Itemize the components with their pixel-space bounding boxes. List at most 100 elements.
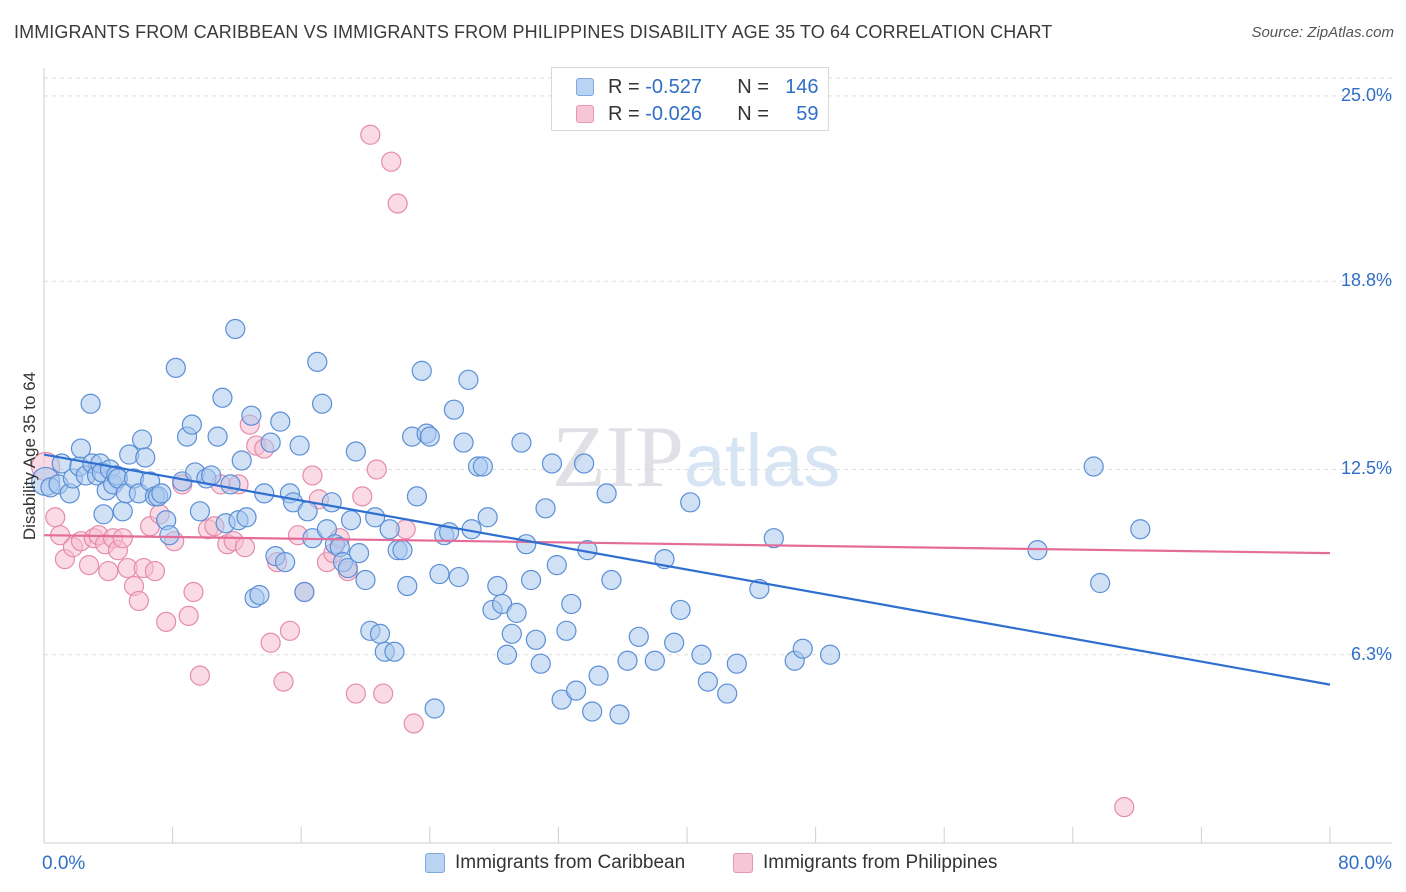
caribbean-point <box>93 504 114 525</box>
x-tick-label-max: 80.0% <box>1338 853 1392 874</box>
philippines-point <box>403 713 424 734</box>
caribbean-point <box>561 593 582 615</box>
caribbean-point <box>348 543 370 564</box>
caribbean-point <box>201 465 222 486</box>
caribbean-point <box>763 528 784 549</box>
watermark-atlas: atlas <box>684 419 841 502</box>
bottom-legend-caribbean: Immigrants from Caribbean <box>425 852 685 874</box>
caribbean-point <box>582 701 603 722</box>
caribbean-point <box>535 498 556 519</box>
caribbean-point <box>207 426 228 447</box>
philippines-point <box>189 665 211 686</box>
caribbean-point <box>472 456 493 477</box>
caribbean-point <box>151 483 172 504</box>
legend-r-label: R = <box>608 75 640 98</box>
philippines-point <box>178 605 199 626</box>
correlation-legend: R = -0.527 N = 146 R = -0.026 N = 59 <box>551 67 829 131</box>
x-tick-label-min: 0.0% <box>42 853 86 874</box>
caribbean-point <box>496 644 518 665</box>
caribbean-point <box>220 474 241 495</box>
caribbean-point <box>492 593 513 615</box>
caribbean-point <box>1090 572 1111 594</box>
watermark: ZIPatlas <box>552 405 840 508</box>
chart-title: IMMIGRANTS FROM CARIBBEAN VS IMMIGRANTS … <box>14 22 1053 42</box>
y-tick-label: 6.3% <box>1350 643 1392 664</box>
caribbean-point <box>419 426 440 447</box>
caribbean-point <box>520 569 542 591</box>
legend-r-value-caribbean: -0.527 <box>645 75 702 98</box>
caribbean-point <box>321 492 342 513</box>
caribbean-point <box>487 575 508 597</box>
caribbean-point <box>260 432 281 453</box>
caribbean-point <box>181 414 202 435</box>
caribbean-point <box>565 680 587 701</box>
caribbean-point <box>670 599 691 621</box>
philippines-point <box>45 507 66 528</box>
philippines-point <box>345 683 366 704</box>
philippines-point <box>279 620 301 641</box>
caribbean-point <box>448 566 469 588</box>
caribbean-point <box>337 557 358 579</box>
caribbean-point <box>397 575 418 597</box>
caribbean-point <box>506 602 527 624</box>
y-tick-label: 12.5% <box>1340 458 1392 479</box>
chart-source: Source: ZipAtlas.com <box>1251 24 1394 41</box>
legend-swatch-caribbean <box>576 78 594 96</box>
trend-lines <box>43 453 1331 686</box>
philippines-point <box>387 193 408 214</box>
philippines-point <box>156 611 177 632</box>
philippines-point <box>260 632 281 653</box>
caribbean-point <box>424 698 445 719</box>
philippines-point <box>183 581 204 603</box>
caribbean-point <box>311 393 333 414</box>
caribbean-point <box>819 644 841 665</box>
philippines-point <box>360 124 381 145</box>
caribbean-point <box>131 429 153 450</box>
philippines-point <box>234 537 256 558</box>
legend-swatch-philippines <box>576 105 594 123</box>
y-tick-label: 18.8% <box>1340 270 1392 291</box>
caribbean-point <box>236 507 257 528</box>
caribbean-point <box>546 554 567 576</box>
caribbean-point <box>165 357 186 378</box>
caribbean-point <box>379 519 400 540</box>
philippines-trend-line <box>43 534 1331 555</box>
caribbean-point <box>411 360 432 381</box>
caribbean-point <box>135 447 156 468</box>
caribbean-point <box>340 510 362 531</box>
caribbean-point <box>574 453 595 474</box>
philippines-point <box>366 459 387 480</box>
caribbean-point <box>501 623 522 644</box>
philippines-point <box>352 486 373 507</box>
caribbean-point <box>628 626 649 647</box>
caribbean-point <box>530 653 551 674</box>
y-tick-label: 25.0% <box>1340 84 1392 105</box>
caribbean-point <box>369 623 391 644</box>
philippines-point <box>381 151 402 172</box>
caribbean-point <box>270 411 291 432</box>
caribbean-point <box>525 629 546 650</box>
caribbean-point <box>477 507 498 528</box>
caribbean-point <box>355 569 376 591</box>
caribbean-point <box>664 632 685 653</box>
watermark-zip: ZIP <box>552 409 684 506</box>
philippines-point <box>98 560 119 582</box>
caribbean-point <box>1130 519 1151 540</box>
caribbean-point <box>609 704 630 725</box>
caribbean-point <box>159 525 180 546</box>
grid-layer <box>44 77 1392 656</box>
caribbean-point <box>275 552 296 573</box>
legend-row-philippines: R = -0.026 N = 59 <box>576 101 819 127</box>
caribbean-point <box>588 665 609 686</box>
philippines-point <box>144 560 166 582</box>
legend-n-value-philippines: 59 <box>796 102 819 125</box>
caribbean-point <box>680 492 701 513</box>
caribbean-point <box>541 453 563 474</box>
legend-row-caribbean: R = -0.527 N = 146 <box>576 74 819 100</box>
y-axis-label: Disability Age 35 to 64 <box>20 371 39 541</box>
caribbean-point <box>644 650 665 671</box>
caribbean-point <box>717 683 738 704</box>
philippines-point <box>78 554 100 576</box>
caribbean-point <box>249 584 270 606</box>
caribbean-point <box>307 351 328 372</box>
